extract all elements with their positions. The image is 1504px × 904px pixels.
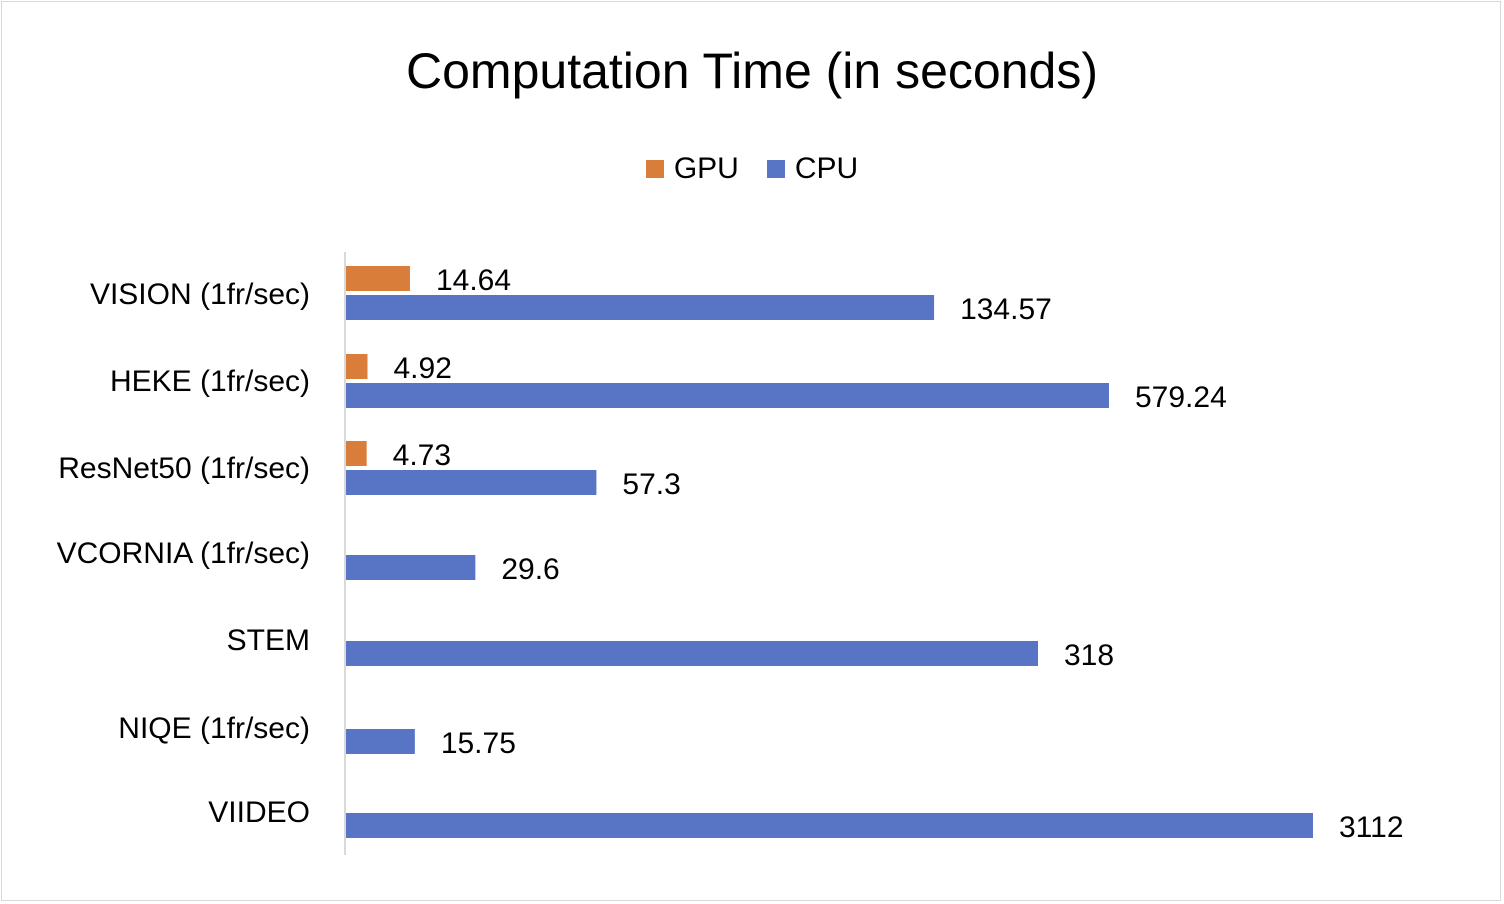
category-label: STEM: [227, 624, 310, 657]
cpu-bar: [346, 729, 415, 754]
legend-swatch-cpu: [766, 160, 785, 178]
data-label: 4.73: [393, 439, 451, 472]
legend-swatch-gpu: [645, 160, 664, 178]
category-label: VISION (1fr/sec): [90, 278, 310, 311]
gpu-bar: [346, 354, 368, 379]
category-label: ResNet50 (1fr/sec): [58, 452, 310, 485]
legend: GPU CPU: [2, 152, 1502, 186]
cpu-bar: [346, 555, 476, 580]
cpu-bar: [346, 641, 1038, 666]
gpu-bar: [346, 266, 410, 291]
data-label: 57.3: [622, 468, 680, 501]
category-label: NIQE (1fr/sec): [118, 712, 310, 745]
data-label: 14.64: [436, 264, 511, 297]
data-label: 15.75: [441, 727, 516, 760]
category-label: VCORNIA (1fr/sec): [57, 537, 310, 570]
legend-item-gpu: GPU: [645, 152, 739, 186]
chart-title: Computation Time (in seconds): [406, 43, 1098, 99]
category-label: VIIDEO: [208, 796, 310, 829]
data-label: 318: [1064, 639, 1114, 672]
data-label: 29.6: [501, 553, 559, 586]
data-label: 3112: [1339, 811, 1404, 844]
cpu-bar: [346, 470, 597, 495]
data-label: 134.57: [960, 293, 1052, 326]
legend-label-cpu: CPU: [794, 152, 859, 185]
legend-label-gpu: GPU: [673, 152, 739, 185]
cpu-bar: [346, 383, 1109, 408]
data-label: 4.92: [394, 352, 452, 385]
cpu-bar: [346, 295, 935, 320]
category-label: HEKE (1fr/sec): [110, 365, 310, 398]
cpu-bar: [346, 813, 1313, 838]
gpu-bar: [346, 441, 367, 466]
legend-item-cpu: CPU: [766, 152, 859, 186]
data-label: 579.24: [1135, 381, 1227, 414]
